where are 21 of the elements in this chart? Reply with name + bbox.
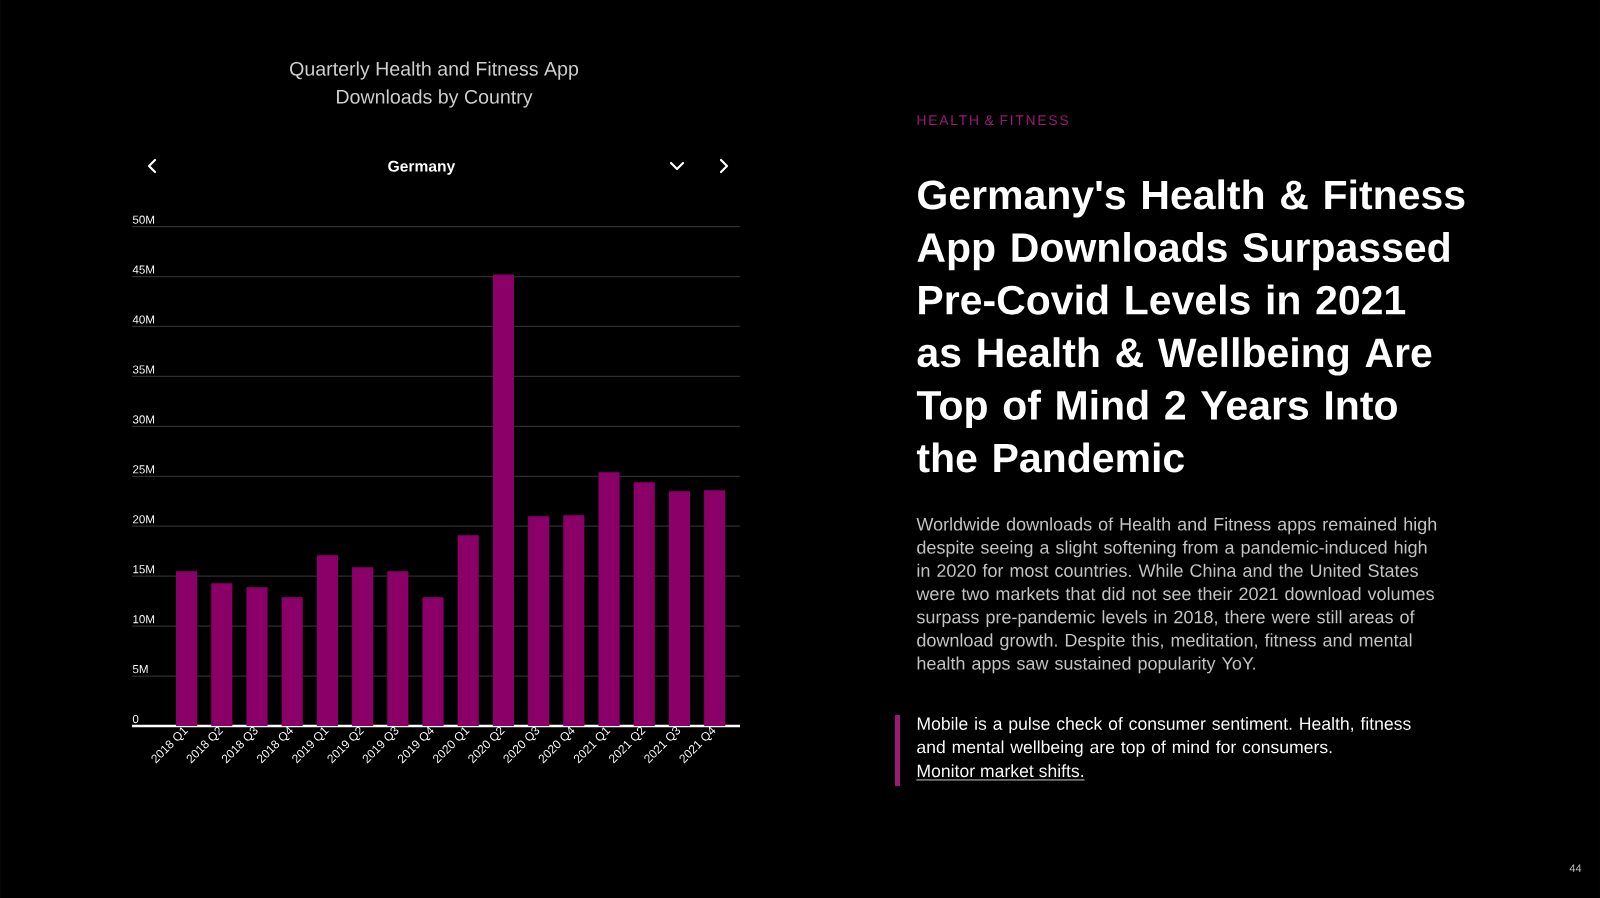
bar (528, 516, 550, 726)
bar (316, 555, 338, 726)
bar (563, 515, 585, 726)
bar (176, 571, 198, 726)
bar (246, 587, 268, 726)
text: Mobile is a pulse check of consumer sentiment. Health, fitness and mental wellbeing are top of mind for consumers. (917, 716, 1411, 757)
bar (281, 597, 303, 726)
bar (387, 571, 409, 726)
bar (492, 274, 514, 726)
bar (598, 472, 620, 726)
bar (457, 535, 479, 726)
bar (211, 583, 233, 726)
bar (422, 597, 444, 726)
bar (704, 490, 726, 726)
text: Germany's Health & Fitness App Downloads Surpassed Pre-Covid Levels in 2021 as Health & Wellbeing Are Top of Mind 2 Years Into the Pandemic (916, 179, 1465, 473)
bar (633, 482, 655, 726)
text: Monitor market shifts. (917, 764, 1084, 778)
bar (668, 491, 691, 726)
bar (352, 567, 374, 726)
chart-title: Quarterly Health and Fitness App Downloads by Country (290, 61, 579, 108)
text: Worldwide downloads of Health and Fitness apps remained high despite seeing a slight softening from a pandemic-induced high in 2020 for most countries. While China and the United States were two markets that did not see their 2021 download volumes surpass pre-pandemic levels in 2018, there were still areas of download growth. Despite this, meditation, fitness and mental health apps saw sustained popularity YoY. (916, 517, 1437, 674)
